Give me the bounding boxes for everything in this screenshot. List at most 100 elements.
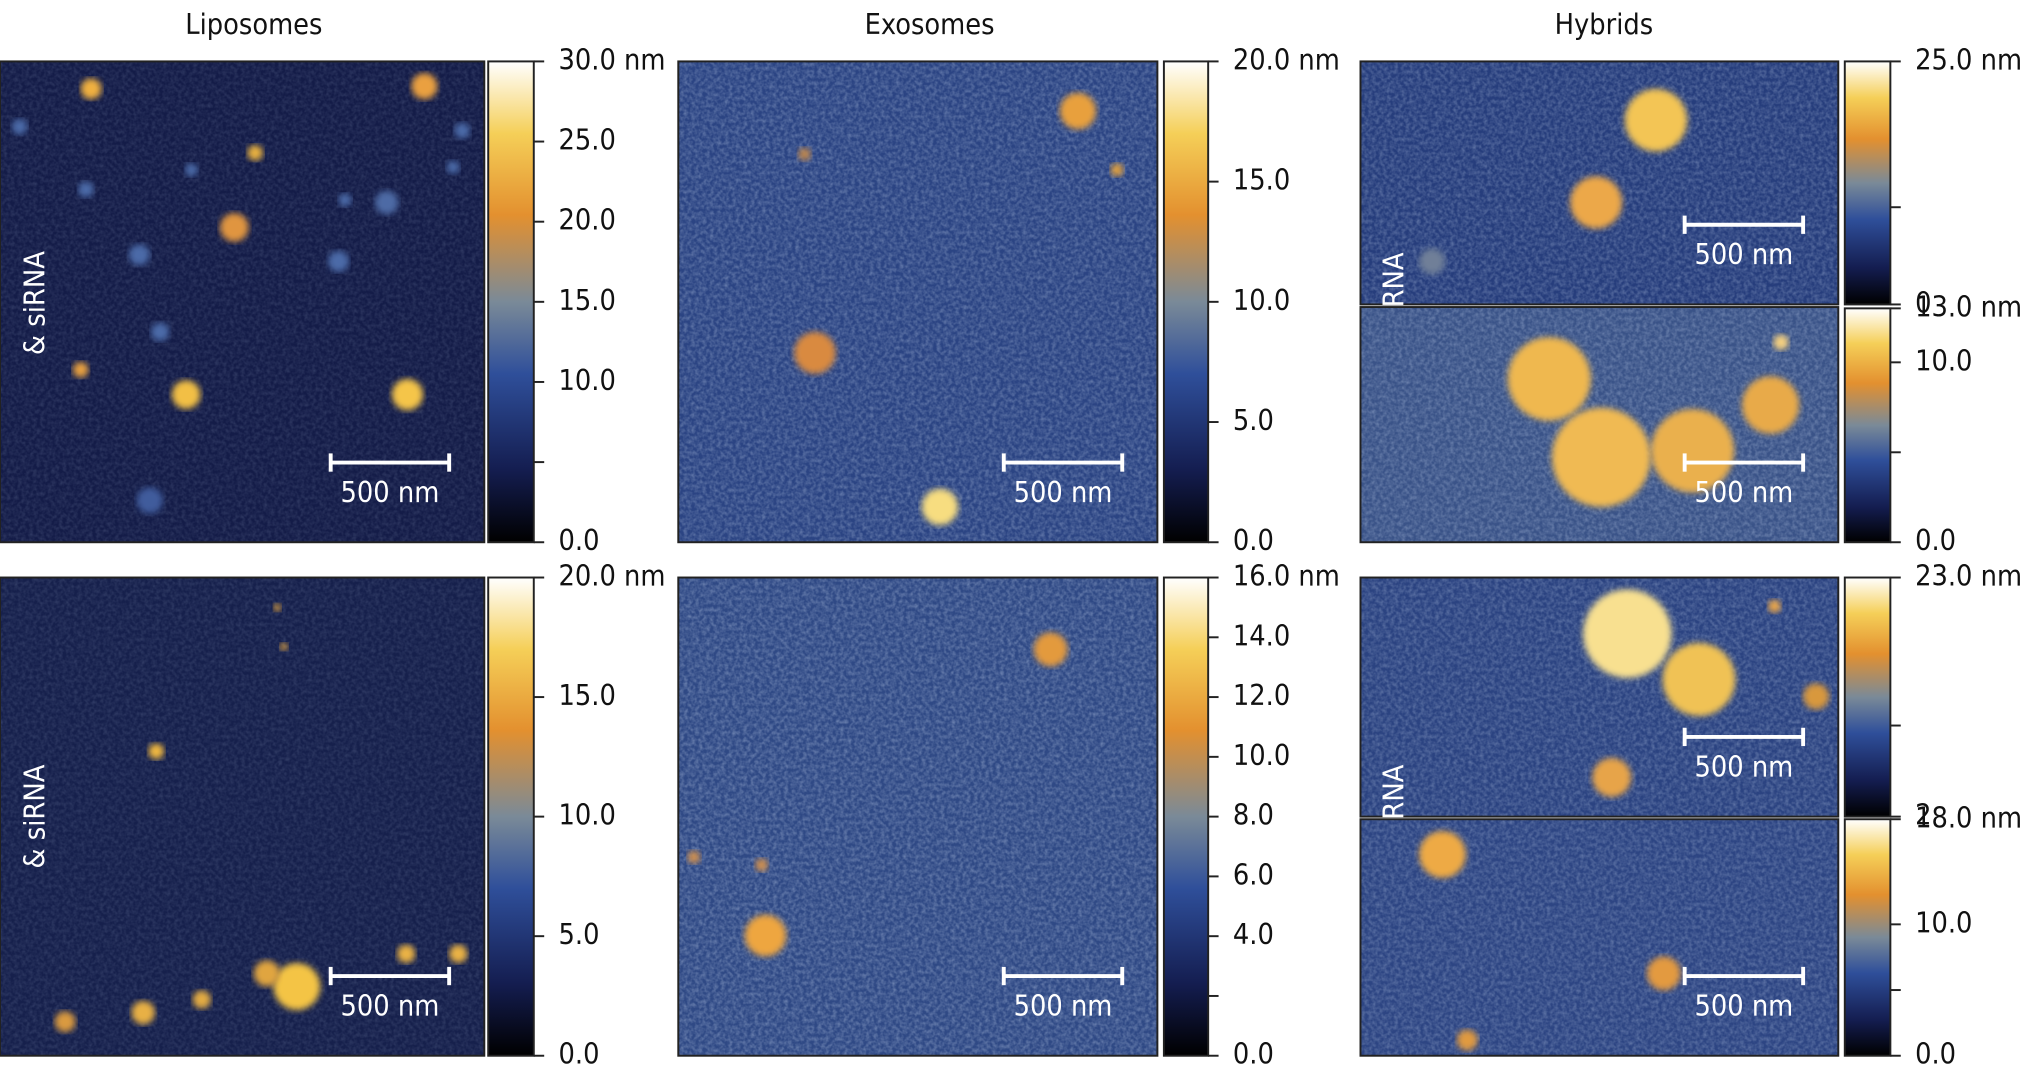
colorbar bbox=[487, 60, 535, 544]
scale-bar-label: 500 nm bbox=[1695, 237, 1794, 271]
afm-feature bbox=[1419, 830, 1466, 879]
side-label: & siRNA bbox=[17, 251, 51, 355]
afm-feature bbox=[11, 118, 28, 135]
image-frame bbox=[1359, 306, 1840, 544]
scale-bar-label: 500 nm bbox=[1695, 749, 1794, 783]
afm-feature bbox=[411, 73, 438, 100]
afm-feature bbox=[80, 78, 102, 100]
colorbar bbox=[1162, 576, 1210, 1057]
afm-texture bbox=[678, 577, 1158, 1056]
figure-body: Liposomes Exosomes Hybrids 500 nm & siRNA 30.… bbox=[0, 7, 2022, 1071]
colorbar-tick-label: 0.0 bbox=[1915, 1037, 1956, 1071]
afm-feature bbox=[454, 122, 470, 139]
colorbar-tick-label: 20.0 bbox=[559, 203, 616, 237]
afm-feature bbox=[184, 163, 198, 177]
colorbar-tick-label: 0 bbox=[1915, 285, 1931, 319]
column-title: Hybrids bbox=[1555, 7, 1654, 41]
image-frame bbox=[1359, 60, 1840, 306]
colorbar-tick-label: 8.0 bbox=[1233, 798, 1274, 832]
colorbar-tick-label: 25.0 bbox=[559, 123, 616, 157]
colorbar-tick-label: 0.0 bbox=[1233, 523, 1274, 557]
afm-feature bbox=[921, 488, 959, 526]
afm-feature bbox=[744, 914, 787, 957]
colorbar-tick-label: 15.0 bbox=[559, 678, 616, 712]
colorbar-tick-label: 10.0 bbox=[559, 798, 616, 832]
afm-feature bbox=[273, 603, 282, 612]
afm-feature bbox=[397, 944, 416, 963]
image-frame bbox=[0, 60, 486, 544]
colorbar-tick-label: 16.0 nm bbox=[1233, 558, 1340, 592]
colorbar-tick-label: 10.0 bbox=[1915, 343, 1972, 377]
afm-feature bbox=[798, 147, 812, 161]
scale-bar-label: 500 nm bbox=[341, 475, 440, 509]
image-frame bbox=[677, 576, 1159, 1057]
afm-feature bbox=[391, 378, 424, 411]
colorbar-tick-label: 18.0 nm bbox=[1915, 800, 2022, 834]
colorbar-tick-label: 12.0 bbox=[1233, 678, 1290, 712]
afm-feature bbox=[1646, 956, 1681, 991]
afm-feature bbox=[328, 250, 349, 272]
afm-feature bbox=[78, 181, 94, 198]
afm-feature bbox=[54, 1011, 76, 1033]
afm-feature bbox=[279, 642, 288, 651]
scale-bar-label: 500 nm bbox=[341, 988, 440, 1022]
afm-feature bbox=[1803, 683, 1830, 710]
afm-feature bbox=[151, 322, 170, 342]
afm-panel: 500 nm 16.0 nm 14.0 12.0 10.0 8.0 6.0 4.0 0.0 bbox=[677, 558, 1340, 1071]
afm-feature bbox=[1456, 1029, 1478, 1051]
afm-texture bbox=[0, 61, 485, 543]
colorbar bbox=[1843, 307, 1892, 544]
afm-feature bbox=[72, 361, 89, 378]
colorbar-tick-label: 6.0 bbox=[1233, 857, 1274, 891]
scale-bar-label: 500 nm bbox=[1014, 988, 1113, 1022]
colorbar-tick-label: 4.0 bbox=[1233, 917, 1274, 951]
colorbar-tick-label: 15.0 bbox=[1233, 163, 1290, 197]
colorbar bbox=[1843, 60, 1892, 306]
colorbar-tick-label: 23.0 nm bbox=[1915, 558, 2022, 592]
afm-feature bbox=[1033, 632, 1068, 667]
scale-bar-label: 500 nm bbox=[1695, 988, 1794, 1022]
afm-feature bbox=[148, 743, 165, 760]
colorbar-tick-label: 15.0 bbox=[559, 283, 616, 317]
colorbar-tick-label: 25.0 nm bbox=[1915, 42, 2022, 76]
colorbar-tick-label: 0.0 bbox=[559, 1037, 600, 1071]
afm-feature bbox=[446, 160, 460, 174]
afm-feature bbox=[273, 962, 321, 1011]
afm-feature bbox=[136, 487, 163, 514]
afm-panel: 500 nm & siRNA 20.0 nm 15.0 10.0 5.0 0.0 bbox=[0, 558, 665, 1071]
afm-feature bbox=[1583, 589, 1672, 679]
colorbar-tick-label: 13.0 nm bbox=[1915, 289, 2022, 323]
scale-bar-label: 500 nm bbox=[1014, 475, 1113, 509]
afm-feature bbox=[374, 190, 399, 215]
afm-panel: 500 nm 20.0 nm 15.0 10.0 5.0 0.0 bbox=[677, 42, 1340, 557]
afm-feature bbox=[131, 1000, 155, 1025]
colorbar bbox=[1843, 576, 1892, 818]
afm-feature bbox=[1419, 248, 1446, 275]
side-label: & siRNA bbox=[17, 764, 51, 868]
afm-feature bbox=[338, 193, 352, 207]
afm-feature bbox=[192, 990, 211, 1009]
afm-feature bbox=[1551, 407, 1651, 507]
afm-feature bbox=[1773, 334, 1789, 351]
colorbar bbox=[487, 576, 535, 1057]
image-frame bbox=[0, 576, 486, 1057]
colorbar-tick-label: 5.0 bbox=[1233, 403, 1274, 437]
colorbar-tick-label: 2 bbox=[1915, 798, 1931, 832]
afm-feature bbox=[1624, 88, 1688, 152]
afm-feature bbox=[247, 145, 263, 161]
afm-feature bbox=[1662, 642, 1736, 717]
afm-feature bbox=[1110, 163, 1124, 177]
afm-texture bbox=[678, 61, 1158, 543]
afm-feature bbox=[1741, 376, 1800, 434]
image-frame bbox=[1359, 576, 1840, 818]
afm-feature bbox=[1650, 408, 1735, 493]
afm-feature bbox=[449, 944, 468, 963]
colorbar bbox=[1843, 818, 1892, 1057]
colorbar-tick-label: 20.0 nm bbox=[1233, 42, 1340, 76]
afm-feature bbox=[794, 331, 836, 374]
afm-feature bbox=[253, 960, 280, 987]
colorbar-tick-label: 10.0 bbox=[1233, 738, 1290, 772]
